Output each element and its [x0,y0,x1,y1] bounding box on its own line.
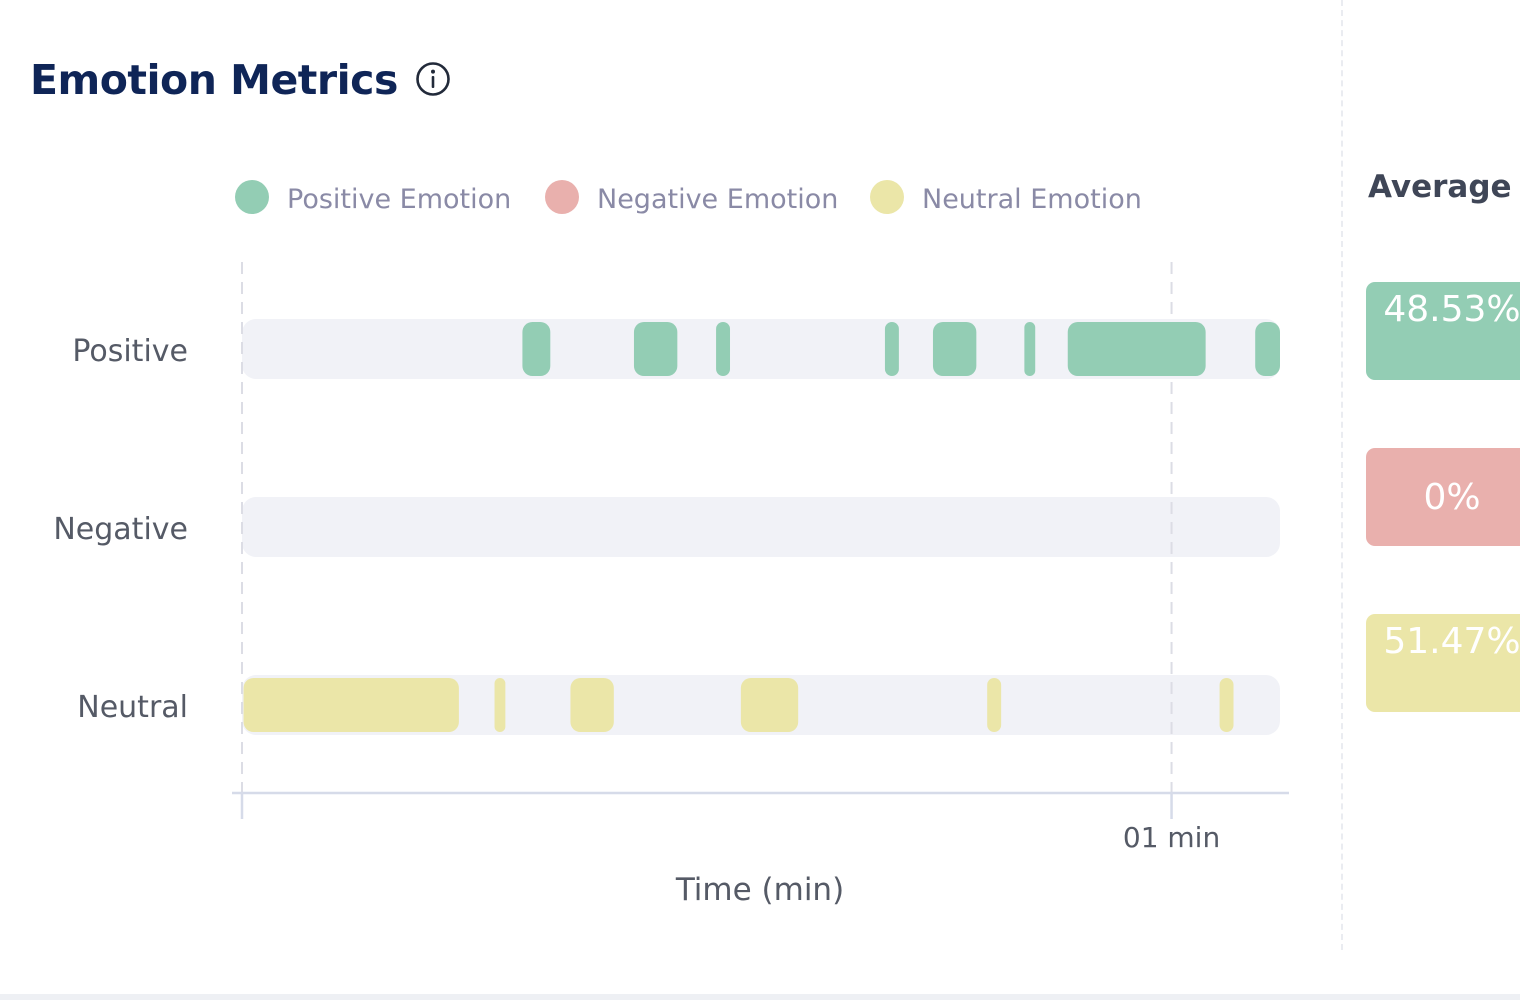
neutral-average-card: 51.47% [1366,614,1520,712]
positive-segment-1 [633,322,678,376]
track-positive [242,319,1280,379]
average-panel-title: Average F [1368,169,1520,205]
legend-swatch-neutral [870,180,904,214]
legend-label-negative: Negative Emotion [597,184,838,215]
neutral-segment-5 [1219,678,1234,732]
page-bottom-band [0,994,1520,1000]
row-label-negative: Negative [53,512,188,547]
positive-segment-4 [932,322,977,376]
negative-average-value: 0% [1423,476,1481,518]
emotion-timeline-chart: Positive Emotion Negative Emotion Neutral … [53,180,1289,908]
row-label-positive: Positive [72,334,188,369]
neutral-segment-4 [987,678,1002,732]
panel-divider [1341,0,1343,950]
info-circle-icon[interactable] [413,59,453,99]
x-axis-title: Time (min) [675,872,844,908]
neutral-average-value: 51.47% [1383,620,1520,662]
neutral-segment-2 [570,678,614,732]
neutral-segment-0 [243,678,459,732]
neutral-segment-1 [494,678,506,732]
legend-swatch-positive [235,180,269,214]
row-label-neutral: Neutral [77,690,188,725]
legend-label-neutral: Neutral Emotion [922,184,1142,215]
neutral-segment-3 [740,678,799,732]
legend-label-positive: Positive Emotion [287,184,511,215]
positive-segment-6 [1067,322,1206,376]
legend-swatch-negative [545,180,579,214]
track-negative [242,497,1280,557]
page-title: Emotion Metrics [30,56,398,104]
negative-average-card: 0% [1366,448,1520,546]
positive-segment-7 [1255,322,1280,376]
positive-segment-5 [1024,322,1036,376]
x-tick-label-1: 01 min [1123,821,1220,854]
positive-segment-0 [522,322,551,376]
positive-segment-3 [884,322,899,376]
positive-average-card: 48.53% [1366,282,1520,380]
positive-segment-2 [716,322,731,376]
positive-average-value: 48.53% [1383,288,1520,330]
